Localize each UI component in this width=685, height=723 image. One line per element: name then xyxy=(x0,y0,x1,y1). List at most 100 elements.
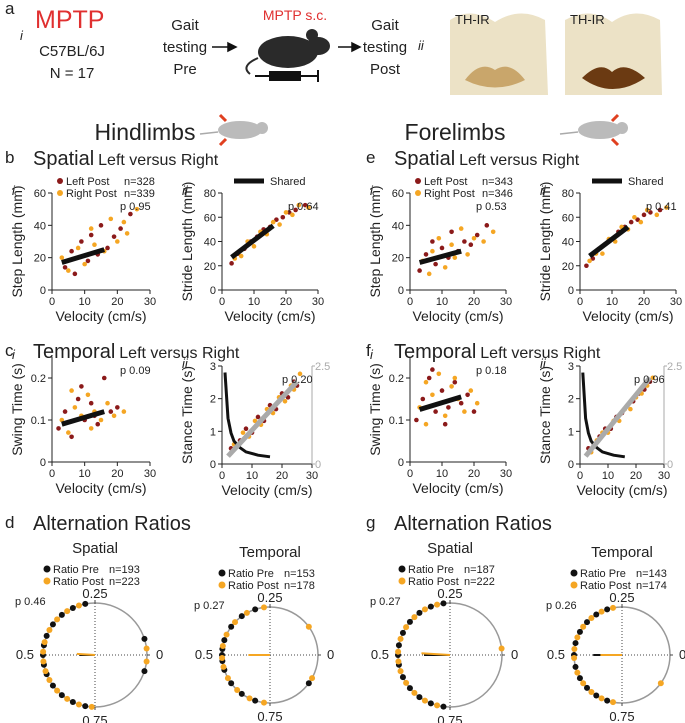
data-point xyxy=(58,611,65,618)
x-axis-label: Velocity (cm/s) xyxy=(224,308,315,324)
x-tick-label: 10 xyxy=(246,470,258,482)
data-point xyxy=(403,679,410,686)
data-point xyxy=(572,640,579,647)
theta-tick-label: 0 xyxy=(679,647,685,662)
legend-label: Ratio Post xyxy=(53,576,104,588)
data-point xyxy=(260,699,267,706)
y-axis-label: Stride Length (mm) xyxy=(537,182,553,302)
y-tick-label: 20 xyxy=(204,261,216,273)
panel-letter: b xyxy=(5,148,14,167)
y-tick-label: 40 xyxy=(392,220,404,232)
data-point xyxy=(399,629,406,636)
stain-label: TH-IR xyxy=(570,12,605,27)
data-point xyxy=(62,409,68,414)
x-tick-label: 10 xyxy=(79,468,91,480)
y-axis-label: Stance Time (s) xyxy=(179,366,195,464)
data-point xyxy=(399,674,406,681)
data-point xyxy=(270,219,276,225)
data-point xyxy=(252,697,259,704)
data-point xyxy=(446,405,451,410)
chart-title: Temporal xyxy=(239,544,301,561)
mean-vector xyxy=(421,652,451,656)
legend-marker xyxy=(570,581,578,589)
y-axis-label: Swing Time (s) xyxy=(9,363,25,456)
data-point xyxy=(468,242,474,248)
data-point xyxy=(290,212,295,218)
data-point xyxy=(221,637,228,644)
data-point xyxy=(115,239,120,244)
y-tick-label: 20 xyxy=(392,253,404,265)
x-tick-label: 30 xyxy=(144,468,156,480)
data-point xyxy=(305,680,312,687)
data-point xyxy=(95,421,101,427)
data-point xyxy=(105,400,110,406)
y-tick-label: 60 xyxy=(34,188,46,200)
y-tick-label: 0 xyxy=(398,285,404,297)
y2-tick-label: 0 xyxy=(667,459,673,471)
data-point xyxy=(252,418,258,424)
data-point xyxy=(580,680,587,687)
y-tick-label: 0 xyxy=(210,285,216,297)
data-point xyxy=(62,265,68,270)
data-point xyxy=(280,214,286,220)
legend-label: Left Post xyxy=(66,176,109,188)
data-point xyxy=(54,687,61,694)
p-value: p 0.27 xyxy=(370,596,401,608)
data-point xyxy=(574,669,581,676)
mouse-icon xyxy=(245,29,330,75)
data-point xyxy=(40,658,47,665)
data-point xyxy=(234,686,241,693)
y-axis-label: Stride Length (mm) xyxy=(179,182,195,302)
brain-section xyxy=(450,13,662,95)
chart-label: ii xyxy=(540,356,547,371)
legend-count: n=343 xyxy=(482,176,513,188)
data-point xyxy=(305,623,312,630)
data-point xyxy=(397,635,404,642)
data-point xyxy=(426,375,432,381)
data-point xyxy=(238,690,245,697)
data-point xyxy=(69,434,74,440)
data-point xyxy=(69,248,74,254)
panel-title: Temporal xyxy=(33,341,115,363)
x-tick-label: 0 xyxy=(49,468,55,480)
data-point xyxy=(458,400,464,406)
x-tick-label: 20 xyxy=(111,468,123,480)
x-tick-label: 30 xyxy=(312,296,324,308)
panel-letter: a xyxy=(5,0,15,18)
theta-tick-label: 0.75 xyxy=(437,713,462,723)
data-point xyxy=(293,207,298,213)
data-point xyxy=(433,409,438,414)
legend-count: n=339 xyxy=(124,188,155,200)
x-tick-label: 30 xyxy=(306,470,318,482)
data-point xyxy=(571,645,578,652)
chart-label: i xyxy=(370,183,374,198)
y-tick-label: 0 xyxy=(398,457,404,469)
chart-title: Spatial xyxy=(427,540,473,557)
data-point xyxy=(471,409,477,414)
y-tick-label: 0 xyxy=(568,459,574,471)
data-point xyxy=(462,239,467,244)
chart-label: ii xyxy=(182,183,189,198)
data-point xyxy=(474,400,480,406)
pre-label: Pre xyxy=(173,61,196,78)
data-point xyxy=(85,392,91,398)
legend-label: Ratio Pre xyxy=(228,568,274,580)
theta-tick-label: 0.5 xyxy=(16,647,34,662)
data-point xyxy=(54,616,61,623)
post-label: testing xyxy=(363,39,407,56)
sub-label: i xyxy=(20,28,24,43)
x-tick-label: 10 xyxy=(602,470,614,482)
data-point xyxy=(228,623,235,630)
data-point xyxy=(588,688,595,695)
data-point xyxy=(411,689,418,696)
theta-tick-label: 0 xyxy=(511,647,518,662)
data-point xyxy=(423,379,429,385)
data-point xyxy=(433,261,438,267)
data-point xyxy=(580,623,587,630)
data-point xyxy=(141,668,148,675)
theta-tick-label: 0 xyxy=(327,647,334,662)
x-axis-label: Velocity (cm/s) xyxy=(55,308,146,324)
x-tick-label: 10 xyxy=(606,296,618,308)
theta-tick-label: 0.25 xyxy=(609,590,634,605)
